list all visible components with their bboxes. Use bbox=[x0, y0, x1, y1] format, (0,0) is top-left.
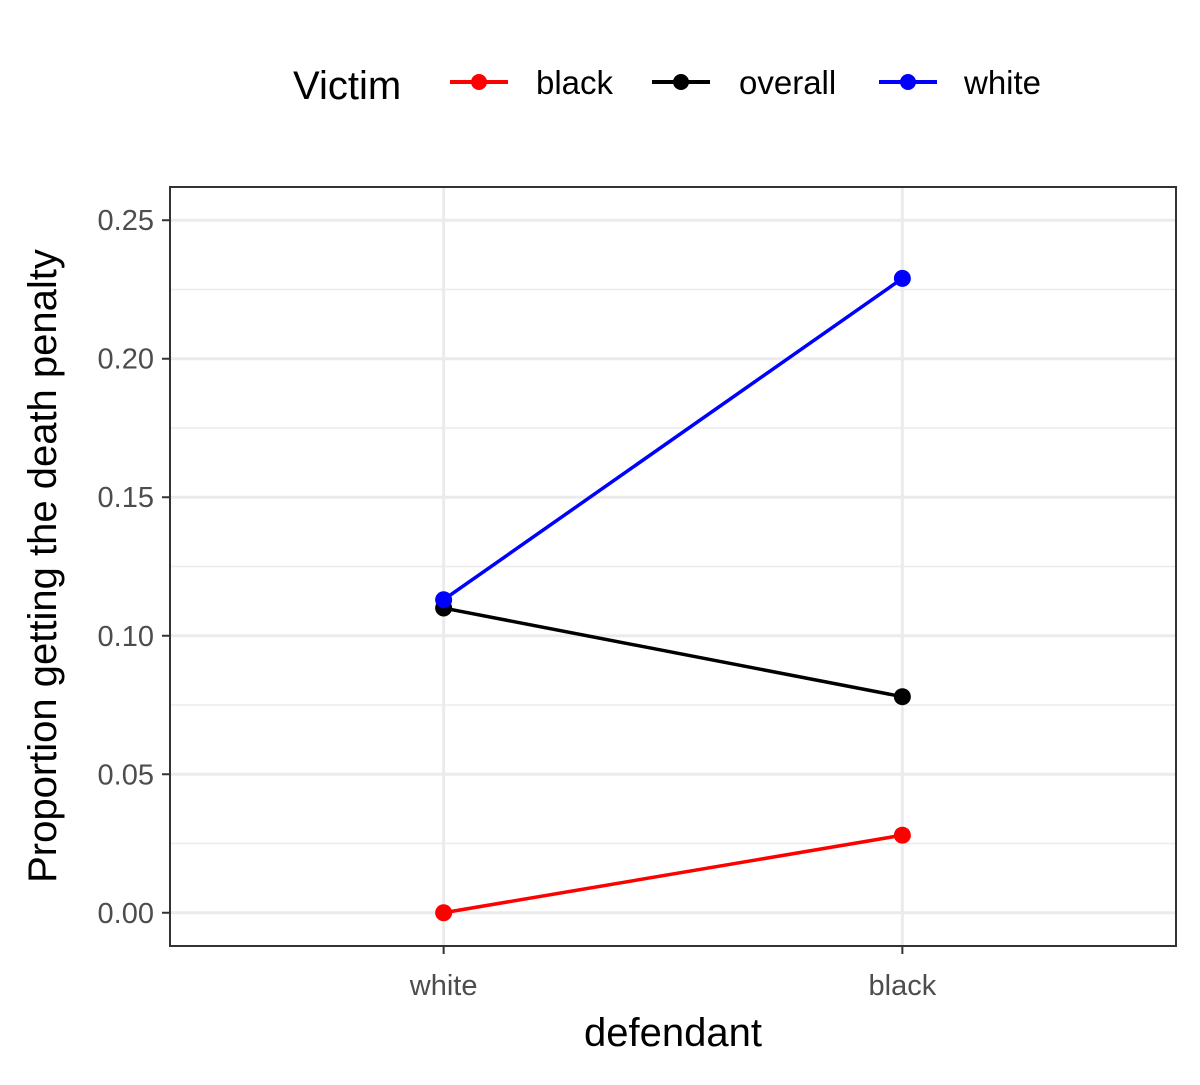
y-axis-title: Proportion getting the death penalty bbox=[21, 249, 65, 883]
data-point-black bbox=[435, 904, 453, 922]
legend-point-overall bbox=[673, 74, 689, 90]
x-tick-label: black bbox=[869, 970, 937, 1002]
legend-key-black: black bbox=[450, 64, 614, 101]
series-line-black bbox=[443, 833, 903, 915]
data-point-white bbox=[893, 269, 911, 287]
y-tick-label: 0.25 bbox=[98, 205, 154, 237]
x-tick-label: white bbox=[409, 970, 478, 1002]
series-white bbox=[435, 269, 911, 609]
legend-label-overall: overall bbox=[739, 64, 836, 101]
y-tick-label: 0.20 bbox=[98, 344, 154, 376]
plot-panel bbox=[169, 186, 1177, 947]
data-point-black bbox=[893, 826, 911, 844]
legend: Victim black overall white bbox=[293, 64, 1041, 108]
y-axis: 0.00 0.05 0.10 0.15 0.20 0.25 bbox=[98, 205, 170, 930]
series-line-white bbox=[442, 276, 904, 602]
series-line-overall bbox=[443, 606, 903, 699]
legend-key-overall: overall bbox=[652, 64, 836, 101]
x-axis-title: defendant bbox=[584, 1011, 762, 1055]
y-tick-label: 0.00 bbox=[98, 898, 154, 930]
data-point-white bbox=[435, 591, 453, 609]
legend-point-white bbox=[900, 74, 916, 90]
legend-key-white: white bbox=[879, 64, 1041, 101]
legend-point-black bbox=[471, 74, 487, 90]
y-tick-label: 0.10 bbox=[98, 621, 154, 653]
legend-title: Victim bbox=[293, 64, 401, 108]
panel-border bbox=[169, 186, 1177, 947]
series-black bbox=[435, 826, 911, 922]
data-point-overall bbox=[893, 688, 911, 706]
x-axis: white black bbox=[409, 946, 937, 1002]
series-layer bbox=[435, 269, 911, 922]
legend-label-white: white bbox=[963, 64, 1041, 101]
legend-label-black: black bbox=[536, 64, 614, 101]
y-tick-label: 0.05 bbox=[98, 759, 154, 791]
y-tick-label: 0.15 bbox=[98, 482, 154, 514]
gridlines bbox=[170, 187, 1176, 946]
